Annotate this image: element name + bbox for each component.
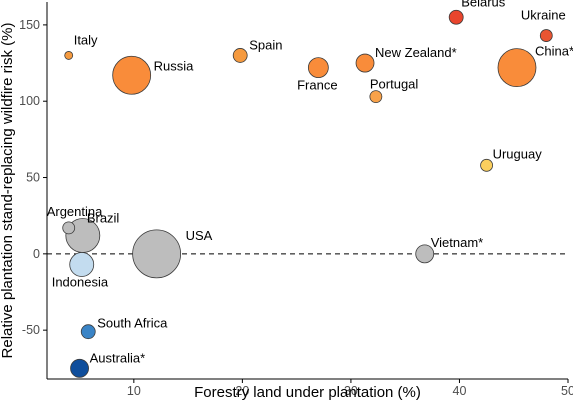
bubble-france (307, 57, 329, 79)
label-ukraine: Ukraine (521, 8, 566, 23)
label-france: France (297, 78, 337, 93)
y-axis-ticks: -50 0 50 100 150 (19, 18, 47, 337)
label-uruguay: Uruguay (493, 146, 543, 161)
bubble-usa (132, 229, 182, 279)
bubble-russia (112, 55, 152, 95)
label-vietnam: Vietnam* (431, 235, 484, 250)
bubble-new-zealand (355, 53, 375, 73)
x-axis-ticks: 10 20 30 40 50 (127, 379, 573, 398)
bubble-ukraine (539, 29, 553, 42)
x-tick-label: 20 (235, 384, 249, 398)
bubble-portugal (369, 90, 383, 104)
bubble-label-layer: Italy Russia Spain France New Zealand* Portug… (47, 0, 573, 365)
label-spain: Spain (249, 37, 282, 52)
bubble-italy (64, 51, 74, 60)
y-tick-label: 150 (19, 18, 40, 32)
label-italy: Italy (74, 32, 98, 47)
bubble-layer (62, 9, 553, 378)
bubble-vietnam (415, 244, 435, 264)
label-indonesia: Indonesia (52, 275, 109, 290)
label-australia: Australia* (90, 350, 146, 365)
y-tick-label: 100 (19, 94, 40, 108)
bubble-spain (232, 48, 248, 63)
bubble-uruguay (480, 158, 493, 172)
label-argentina: Argentina (47, 204, 103, 219)
label-brazil: Brazil (87, 211, 120, 226)
y-tick-label: 50 (26, 171, 40, 185)
label-south-africa: South Africa (97, 316, 168, 331)
bubble-indonesia (69, 252, 95, 277)
bubble-australia (70, 358, 89, 378)
x-axis-title: Forestry land under plantation (%) (194, 384, 421, 401)
label-usa: USA (186, 228, 213, 243)
bubble-south-africa (80, 324, 96, 340)
label-russia: Russia (154, 58, 195, 73)
label-belarus: Belarus (461, 0, 506, 9)
y-tick-label: -50 (22, 323, 40, 337)
y-axis-title: Relative plantation stand-replacing wild… (0, 23, 16, 359)
x-tick-label: 50 (561, 384, 573, 398)
label-portugal: Portugal (370, 77, 419, 92)
x-tick-label: 40 (453, 384, 467, 398)
y-tick-label: 0 (33, 247, 40, 261)
label-new-zealand: New Zealand* (375, 45, 457, 60)
bubble-belarus (448, 9, 464, 25)
bubble-china (497, 48, 537, 88)
bubble-argentina (62, 221, 76, 235)
label-china: China* (535, 44, 573, 59)
x-tick-label: 30 (344, 384, 358, 398)
x-tick-label: 10 (127, 384, 141, 398)
